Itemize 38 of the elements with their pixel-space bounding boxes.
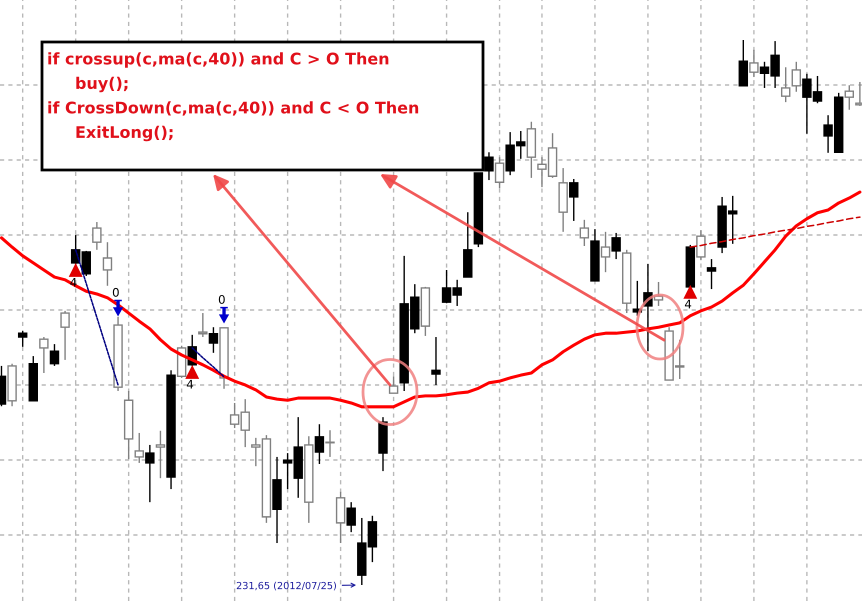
- candlestick: [346, 501, 356, 533]
- candlestick: [844, 84, 854, 110]
- candlestick: [569, 178, 578, 222]
- candlestick: [92, 221, 102, 251]
- candlestick: [580, 219, 590, 247]
- text: 4: [684, 300, 692, 308]
- candlestick: [314, 424, 324, 465]
- candlestick: [156, 430, 166, 479]
- candlestick: [198, 312, 208, 338]
- point: [683, 284, 698, 299]
- candlestick: [431, 336, 441, 386]
- candlestick: [60, 310, 70, 361]
- candlestick: [145, 444, 155, 503]
- series-label: 4: [186, 380, 194, 389]
- candlestick: [102, 242, 112, 286]
- candlestick: [792, 61, 802, 92]
- annotation: if CrossDown(c,ma(c,40)) and C < O Then ExitLong();: [48, 101, 418, 142]
- candlestick: [696, 230, 706, 261]
- candlestick: [18, 330, 28, 348]
- candlestick: [208, 326, 218, 354]
- candlestick: [706, 258, 716, 290]
- candlestick: [494, 156, 504, 189]
- candlestick: [780, 66, 790, 103]
- candlestick: [388, 376, 398, 394]
- point: [68, 263, 83, 277]
- annotation: if crossup(c,ma(c,40)) and C > O Then buy();: [48, 52, 388, 92]
- candlestick: [39, 336, 49, 374]
- text: 4: [70, 278, 77, 287]
- text: 0: [112, 288, 119, 297]
- point: [185, 364, 200, 379]
- candlestick: [600, 231, 610, 273]
- candlestick: [325, 430, 335, 458]
- annotation: 231,65 (2012/07/25): [236, 582, 336, 590]
- candlestick: [50, 343, 60, 367]
- candlestick: [611, 232, 621, 260]
- candlestick: [134, 432, 144, 464]
- series-label: 0: [218, 294, 225, 304]
- candlestick: [749, 49, 759, 78]
